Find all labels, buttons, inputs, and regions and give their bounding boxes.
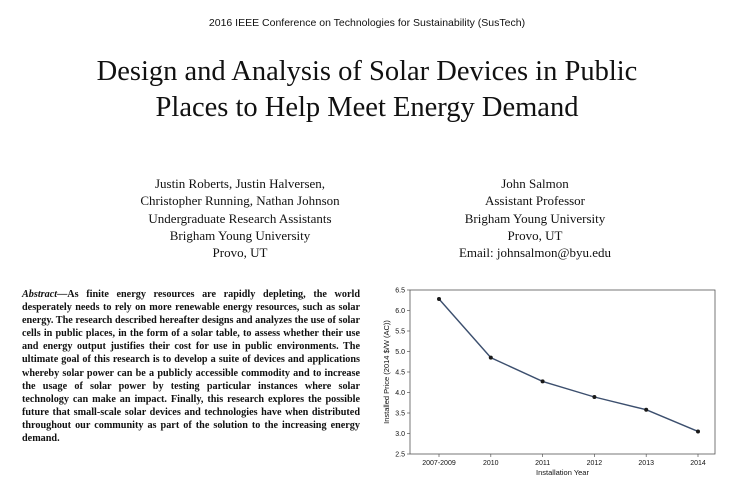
data-point [540,379,545,384]
professor-role: Assistant Professor [484,193,586,209]
professor-name: John Salmon [501,176,569,191]
data-point [644,407,649,412]
series-line [438,298,699,433]
author-location: Provo, UT [212,245,268,261]
data-point [437,297,441,302]
data-point [592,395,597,400]
data-point [696,429,700,434]
title-line-1: Design and Analysis of Solar Devices in … [96,56,638,87]
y-tick-label: 2.5 [395,452,405,459]
professor-location: Provo, UT [507,227,563,243]
y-tick-label: 4.0 [395,390,405,397]
data-points [437,297,700,434]
x-tick-label: 2014 [690,460,706,467]
y-tick-label: 6.5 [395,288,405,295]
x-tick-label: 2012 [587,460,603,467]
x-tick-label: 2010 [483,460,499,467]
y-axis-label: Installed Price (2014 $/W (AC)) [382,320,391,424]
author-role: Undergraduate Research Assistants [148,210,332,226]
student-authors-block: Justin Roberts, Justin Halversen, Christ… [100,175,380,261]
y-axis: 2.5 3.0 3.5 4.0 4.5 5.0 5.5 6.0 6.5 [395,288,410,459]
professor-author-block: John Salmon Assistant Professor Brigham … [420,175,650,261]
author-names-line-1: Justin Roberts, Justin Halversen, [154,176,326,191]
x-tick-label: 2007-2009 [422,460,456,467]
abstract-text: As finite energy resources are rapidly d… [22,289,360,445]
x-tick-label: 2011 [535,460,550,467]
paper-title: Design and Analysis of Solar Devices in … [0,54,734,126]
y-tick-label: 4.5 [395,370,405,377]
chart-svg: 2.5 3.0 3.5 4.0 4.5 5.0 5.5 6.0 6.5 2007-2009 201… [382,288,716,477]
abstract-paragraph: Abstract—As finite energy resources are … [22,288,360,445]
plot-frame [409,289,716,455]
abstract-dash: — [57,289,68,300]
installed-price-chart: 2.5 3.0 3.5 4.0 4.5 5.0 5.5 6.0 6.5 2007-2009 201… [380,285,720,480]
y-tick-label: 5.0 [395,349,405,356]
y-tick-label: 6.0 [395,308,405,315]
author-names-line-2: Christopher Running, Nathan Johnson [140,193,340,209]
x-axis-label: Installation Year [536,468,589,477]
abstract-lead: Abstract [22,289,58,300]
title-line-2: Places to Help Meet Energy Demand [155,92,579,123]
y-tick-label: 5.5 [395,329,405,336]
professor-email: Email: johnsalmon@byu.edu [458,245,612,261]
data-point [488,355,493,360]
professor-affiliation: Brigham Young University [464,210,606,226]
x-tick-label: 2013 [638,460,654,467]
x-axis: 2007-2009 2010 2011 2012 2013 2014 [422,454,706,467]
y-tick-label: 3.0 [395,431,405,438]
y-tick-label: 3.5 [395,411,405,418]
conference-header: 2016 IEEE Conference on Technologies for… [208,17,526,29]
author-affiliation: Brigham Young University [169,227,311,243]
